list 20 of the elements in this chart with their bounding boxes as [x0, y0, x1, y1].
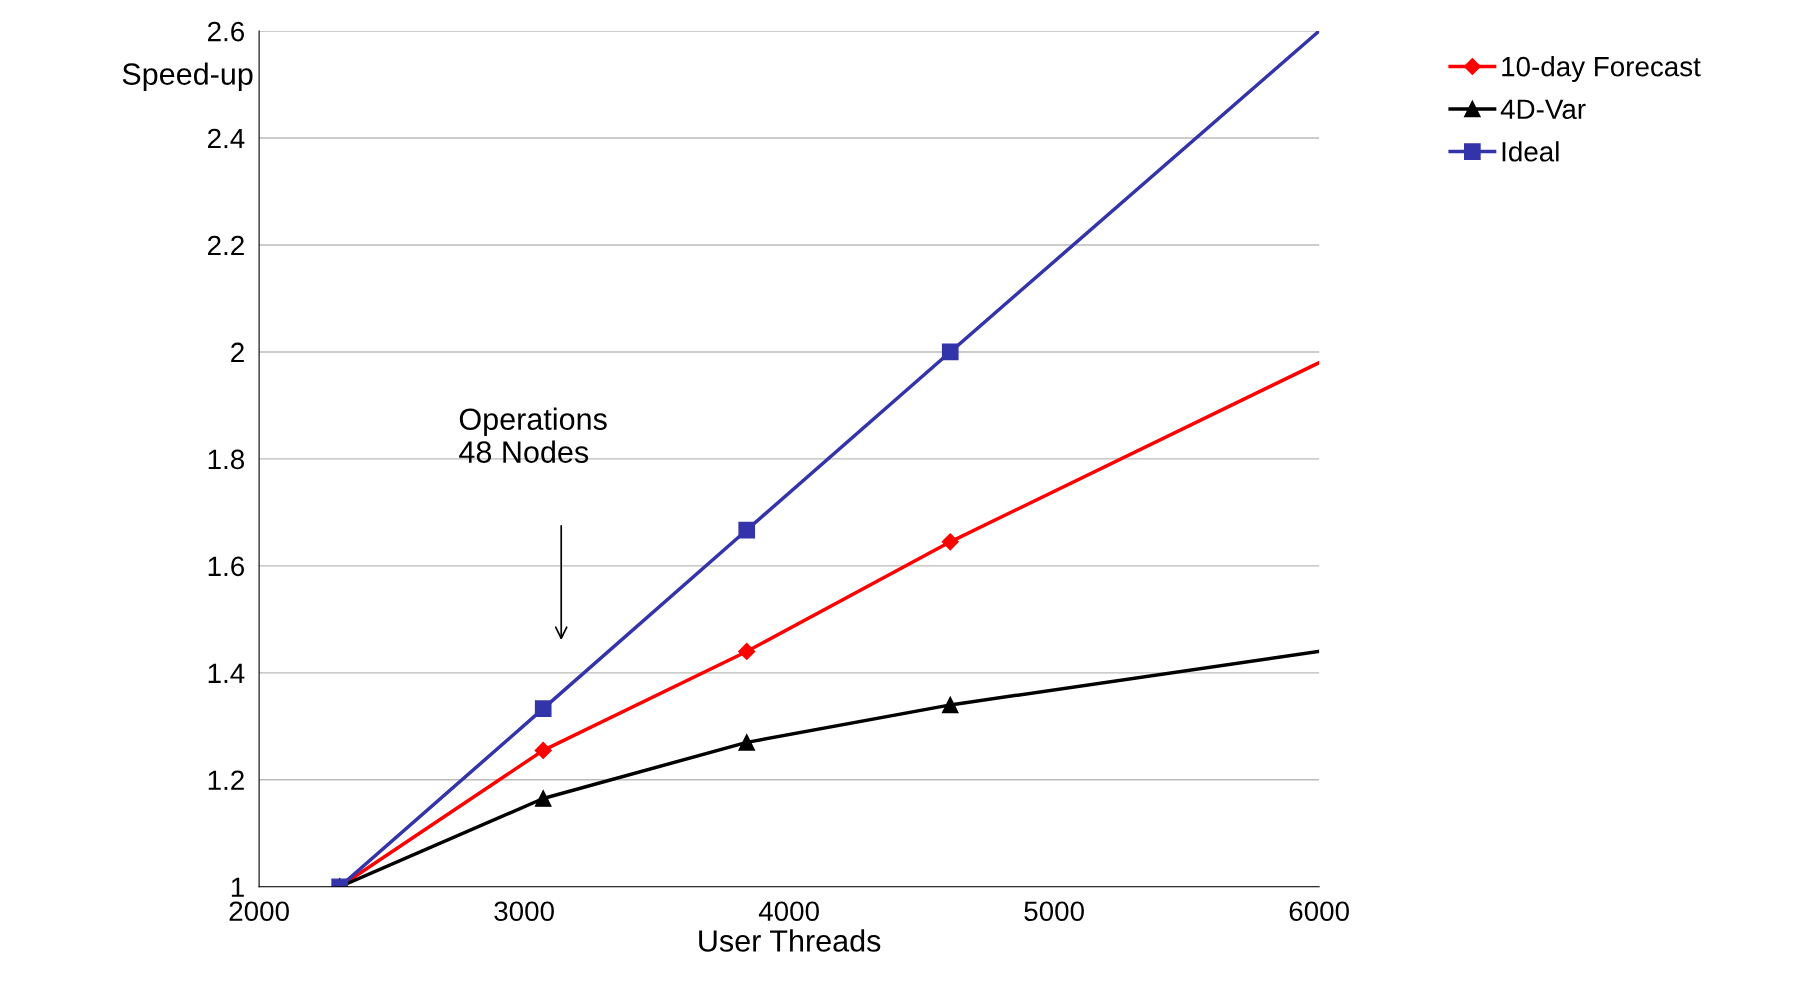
legend-label: Ideal [1502, 141, 1559, 162]
legend-label: 10-day Forecast [1502, 56, 1701, 82]
x-tick-label: 3000 [494, 901, 554, 922]
y-axis-title: Speed-up [122, 62, 253, 91]
x-tick-label: 5000 [1024, 901, 1084, 922]
y-tick-label: 1.6 [208, 556, 245, 577]
y-tick-label: 1.8 [208, 449, 245, 470]
y-tick-label: 1.2 [208, 770, 244, 790]
y-tick-label: 1 [231, 877, 244, 897]
legend-label: 4D-Var [1500, 99, 1586, 120]
y-tick-label: 2 [231, 342, 244, 363]
annotation: Operations 48 Nodes [459, 407, 607, 463]
y-tick-label: 2.6 [208, 21, 245, 42]
y-tick-label: 2.4 [208, 128, 245, 149]
x-tick-label: 2000 [229, 901, 289, 922]
y-tick-label: 2.2 [208, 235, 244, 256]
x-tick-label: 6000 [1289, 901, 1349, 922]
x-tick-label: 4000 [758, 901, 819, 922]
x-axis-title: User Threads [699, 929, 881, 952]
y-tick-label: 1.4 [208, 663, 245, 683]
